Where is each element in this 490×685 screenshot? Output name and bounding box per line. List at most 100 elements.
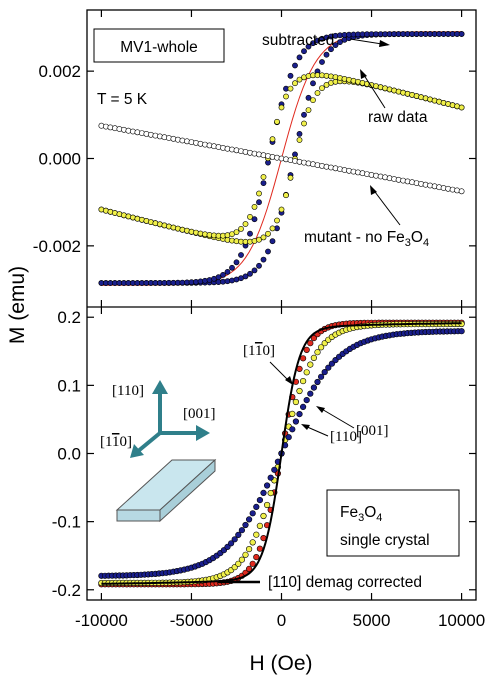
data-point [314,90,321,96]
data-point [325,364,332,371]
data-point [229,264,235,271]
data-point [287,85,294,92]
data-point [265,230,271,237]
data-point [264,501,271,509]
annotation-raw-data: raw data [368,109,428,126]
data-point [296,54,303,61]
y-tick-label-bottom: 0.1 [57,376,81,395]
crystal-axes-diagram: [110] [001] [110] [100,380,217,523]
y-tick-label-bottom: -0.2 [52,581,81,600]
y-tick-label-bottom: 0.0 [57,445,81,464]
data-point [246,516,253,523]
data-point [233,259,240,266]
data-point [256,262,262,269]
crystal-label-box [326,489,460,557]
data-point [256,522,264,530]
data-point [332,42,339,48]
data-point [271,466,278,473]
data-point [292,398,300,406]
data-point [269,238,276,245]
data-point [283,192,289,199]
data-point [238,556,245,563]
data-point [278,104,285,111]
data-point [337,39,343,45]
series--110-demag-corrected [101,322,462,585]
data-point [458,104,465,111]
data-point [264,482,271,489]
data-point [247,270,253,277]
data-point [283,93,289,100]
data-point [251,203,258,210]
data-point [319,85,325,91]
data-point [307,390,314,397]
series--110- [98,328,465,579]
data-point [305,43,312,50]
data-point [274,217,280,224]
data-point [256,199,262,206]
top-panel-data [98,31,465,286]
x-tick-label: 0 [277,611,286,630]
arrow-110 [304,425,329,437]
data-point [310,97,316,103]
y-tick-label-top: 0.000 [38,150,81,169]
data-point [247,230,253,237]
arrowhead-001 [316,406,325,413]
data-point [303,346,310,354]
arrowhead-110 [301,424,310,430]
data-point [310,384,318,391]
data-point [256,190,262,197]
data-point [242,273,249,280]
mutant-sub-4: 4 [423,237,429,249]
data-point [287,174,294,181]
data-point [233,229,240,235]
crystal-label-line2: single crystal [340,532,430,549]
curve-demag-corrected [101,322,462,585]
arrow-mutant [371,187,401,226]
x-tick-label: 5000 [353,611,391,630]
data-point [260,256,267,263]
data-point [260,489,267,497]
series-mutant-no-fe3o4 [98,122,465,195]
data-point [246,565,253,573]
bottom-panel-data [98,319,465,588]
data-point [318,344,325,351]
data-point [303,397,310,404]
data-point [235,531,242,539]
data-point [215,274,222,281]
data-point [301,111,307,118]
data-point [251,267,258,274]
bar-1-top: 1 [255,343,263,359]
data-point [231,536,238,543]
axis-label-110: [110] [112,383,144,399]
data-point [220,271,226,278]
annotation-mutant: mutant - no Fe3O4 [304,229,429,249]
x-tick-label: -5000 [170,611,213,630]
data-point [314,349,321,356]
data-point [289,426,296,433]
data-point [321,369,328,376]
label-110-curve: [110] [330,429,362,445]
data-point [296,76,303,83]
data-point [260,180,267,186]
data-point [267,474,274,481]
data-point [253,531,260,538]
axis-label-1m10: [110] [100,434,132,450]
arrowhead-axis-110 [152,380,168,394]
data-point [310,335,318,342]
data-point [301,120,307,127]
arrowhead-subtracted [379,40,390,47]
data-point [238,225,244,232]
data-point [251,216,258,223]
data-point [267,490,274,497]
data-point [296,137,303,143]
sample-label-box [93,28,225,63]
data-point [303,369,310,376]
data-point [242,521,249,529]
legend-label-demag: [110] demag corrected [268,574,422,591]
data-point [274,118,280,125]
data-point [224,543,231,551]
data-point [247,213,253,220]
data-point [289,410,296,418]
data-point [292,62,298,69]
axis-ticks: -10000 -5000 0 5000 10000 -0.002 0.000 0.002 -0.… [33,10,485,630]
